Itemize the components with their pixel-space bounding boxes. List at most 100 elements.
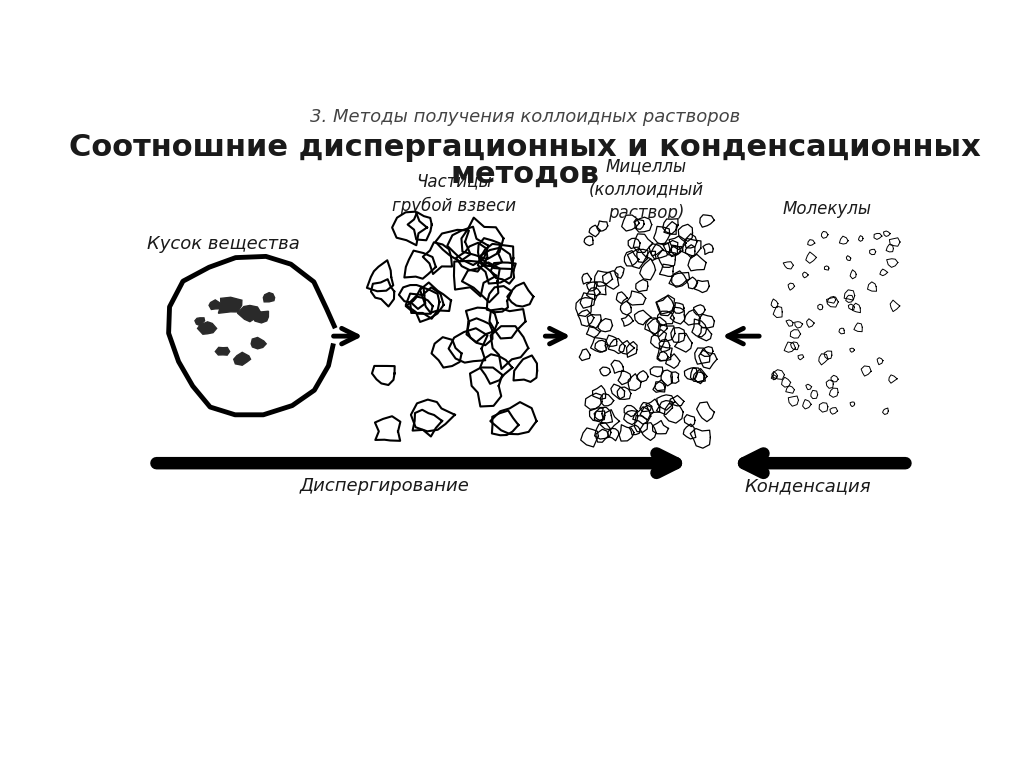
Polygon shape (594, 281, 606, 296)
Polygon shape (669, 245, 680, 257)
Polygon shape (656, 295, 675, 316)
Polygon shape (608, 428, 618, 441)
Polygon shape (597, 221, 607, 232)
Polygon shape (795, 321, 803, 328)
Polygon shape (808, 239, 815, 245)
Polygon shape (594, 407, 612, 423)
Polygon shape (456, 243, 487, 272)
Text: Диспергирование: Диспергирование (300, 477, 470, 495)
Polygon shape (806, 252, 816, 263)
Polygon shape (847, 255, 851, 261)
Polygon shape (600, 393, 613, 406)
Polygon shape (653, 382, 665, 392)
Polygon shape (633, 407, 651, 424)
Polygon shape (587, 288, 600, 300)
Polygon shape (694, 348, 710, 364)
Polygon shape (406, 288, 443, 322)
Polygon shape (890, 238, 900, 246)
Polygon shape (829, 388, 838, 397)
Polygon shape (618, 370, 631, 384)
Polygon shape (824, 351, 831, 359)
Polygon shape (771, 374, 777, 380)
Polygon shape (698, 314, 715, 328)
Polygon shape (629, 425, 640, 435)
Polygon shape (634, 234, 652, 252)
Polygon shape (635, 310, 651, 325)
Polygon shape (664, 241, 678, 255)
Polygon shape (649, 244, 663, 256)
Polygon shape (692, 319, 707, 337)
Polygon shape (467, 318, 493, 345)
Polygon shape (652, 420, 669, 434)
Text: Молекулы: Молекулы (783, 200, 871, 218)
Polygon shape (611, 360, 624, 374)
Polygon shape (575, 298, 593, 317)
Polygon shape (685, 245, 695, 258)
Polygon shape (867, 281, 877, 291)
Polygon shape (195, 318, 205, 325)
Polygon shape (878, 357, 883, 364)
Polygon shape (480, 244, 513, 269)
Polygon shape (640, 258, 655, 280)
Polygon shape (600, 410, 620, 430)
Polygon shape (470, 367, 503, 407)
Polygon shape (645, 318, 660, 334)
Polygon shape (198, 322, 217, 334)
Polygon shape (698, 351, 717, 369)
Polygon shape (670, 308, 685, 324)
Polygon shape (637, 370, 648, 381)
Polygon shape (618, 341, 634, 354)
Polygon shape (671, 372, 679, 384)
Polygon shape (600, 367, 610, 376)
Polygon shape (700, 347, 713, 357)
Text: Конденсация: Конденсация (744, 477, 871, 495)
Polygon shape (253, 311, 268, 323)
Polygon shape (614, 266, 625, 278)
Polygon shape (791, 330, 801, 338)
Polygon shape (798, 355, 804, 360)
Polygon shape (666, 354, 680, 368)
Polygon shape (238, 305, 261, 321)
Polygon shape (690, 429, 711, 448)
Text: Соотношние диспергационных и конденсационных: Соотношние диспергационных и конденсацио… (69, 133, 981, 162)
Polygon shape (585, 393, 602, 410)
Polygon shape (683, 424, 696, 439)
Polygon shape (399, 285, 425, 309)
Polygon shape (669, 236, 686, 249)
Polygon shape (617, 387, 631, 400)
Polygon shape (685, 234, 697, 248)
Polygon shape (490, 262, 516, 284)
Polygon shape (589, 225, 600, 237)
Polygon shape (582, 273, 591, 284)
Polygon shape (696, 402, 715, 422)
Polygon shape (884, 231, 890, 236)
Polygon shape (620, 425, 634, 441)
Polygon shape (404, 251, 436, 278)
Polygon shape (684, 310, 700, 325)
Polygon shape (773, 306, 782, 318)
Polygon shape (654, 380, 666, 390)
Polygon shape (431, 337, 462, 367)
Polygon shape (684, 415, 695, 426)
Polygon shape (392, 212, 427, 245)
Polygon shape (846, 295, 853, 302)
Polygon shape (818, 304, 822, 310)
Text: Мицеллы
(коллоидный
раствор): Мицеллы (коллоидный раствор) (589, 157, 703, 222)
Polygon shape (772, 371, 777, 380)
Polygon shape (624, 410, 638, 425)
Polygon shape (819, 354, 828, 365)
Polygon shape (890, 300, 900, 311)
Polygon shape (850, 402, 855, 407)
Polygon shape (788, 283, 795, 290)
Polygon shape (675, 334, 692, 352)
Polygon shape (682, 239, 700, 256)
Polygon shape (786, 320, 793, 326)
Polygon shape (621, 301, 631, 315)
Polygon shape (480, 354, 512, 384)
Polygon shape (423, 242, 452, 274)
Polygon shape (251, 337, 266, 349)
Polygon shape (490, 326, 528, 369)
Polygon shape (590, 408, 603, 421)
Polygon shape (693, 304, 706, 315)
Polygon shape (840, 236, 848, 244)
